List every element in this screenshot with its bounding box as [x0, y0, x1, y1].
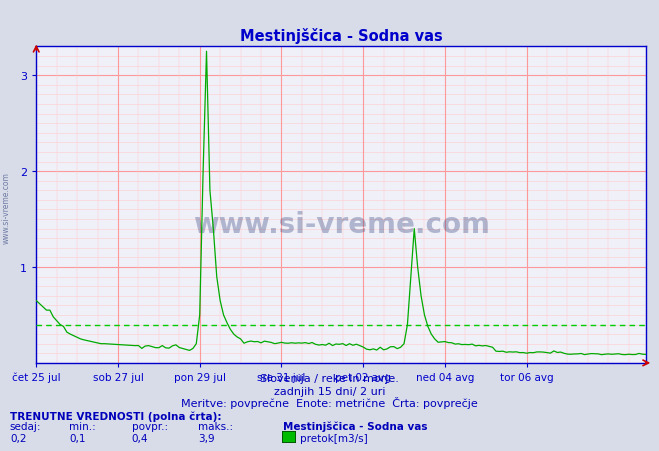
Text: zadnjih 15 dni/ 2 uri: zadnjih 15 dni/ 2 uri: [273, 386, 386, 396]
Text: www.si-vreme.com: www.si-vreme.com: [192, 210, 490, 238]
Text: sedaj:: sedaj:: [10, 421, 42, 431]
Title: Mestinjščica - Sodna vas: Mestinjščica - Sodna vas: [240, 28, 442, 43]
Text: 0,4: 0,4: [132, 433, 148, 443]
Text: pretok[m3/s]: pretok[m3/s]: [300, 433, 368, 443]
Text: 0,2: 0,2: [10, 433, 26, 443]
Text: Mestinjščica - Sodna vas: Mestinjščica - Sodna vas: [283, 421, 428, 431]
Text: Meritve: povprečne  Enote: metrične  Črta: povprečje: Meritve: povprečne Enote: metrične Črta:…: [181, 396, 478, 408]
Text: TRENUTNE VREDNOSTI (polna črta):: TRENUTNE VREDNOSTI (polna črta):: [10, 411, 221, 421]
Text: min.:: min.:: [69, 421, 96, 431]
Text: povpr.:: povpr.:: [132, 421, 168, 431]
Text: www.si-vreme.com: www.si-vreme.com: [2, 171, 11, 244]
Text: maks.:: maks.:: [198, 421, 233, 431]
Text: 0,1: 0,1: [69, 433, 86, 443]
Text: Slovenija / reke in morje.: Slovenija / reke in morje.: [260, 373, 399, 383]
Text: 3,9: 3,9: [198, 433, 214, 443]
